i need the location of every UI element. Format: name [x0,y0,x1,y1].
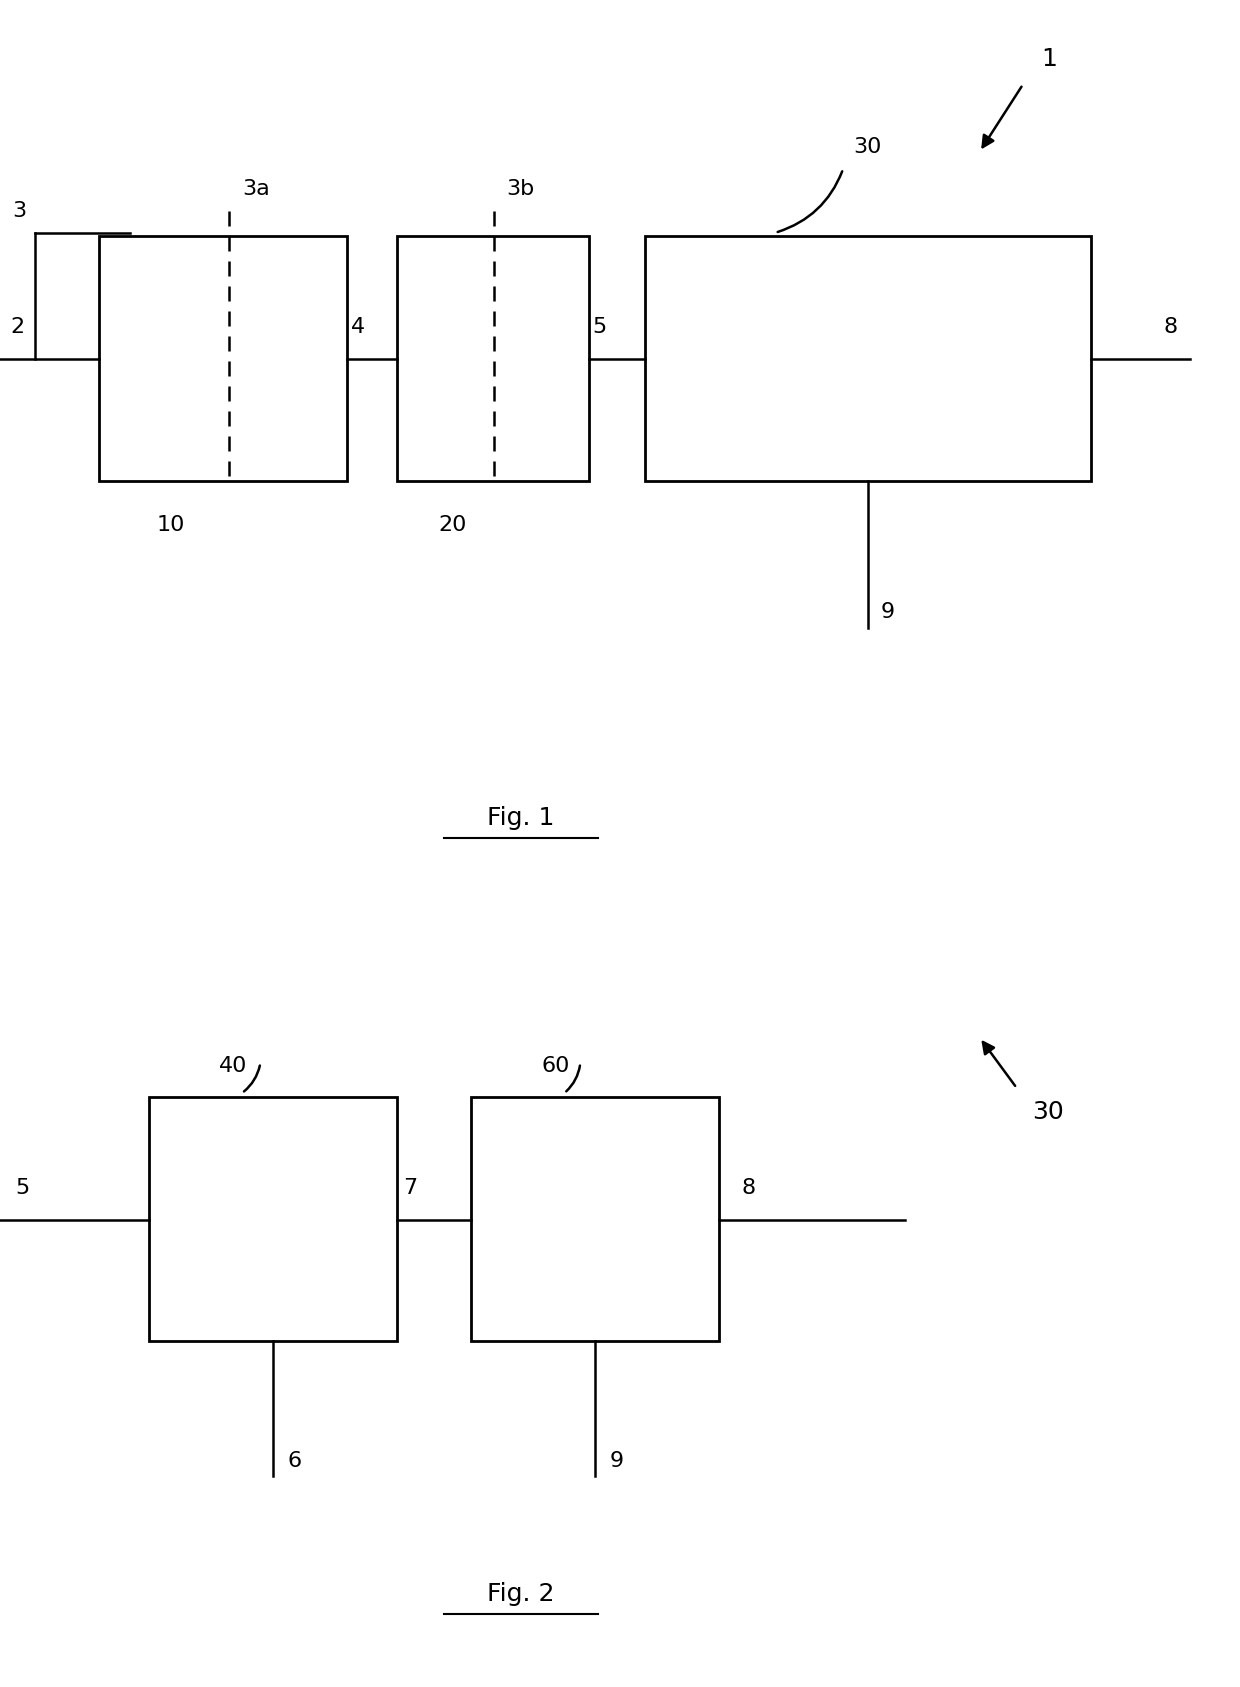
Bar [397,236,589,481]
Text: 8: 8 [1163,317,1177,337]
Text: 9: 9 [610,1451,624,1471]
Text: 5: 5 [593,317,606,337]
Text: Fig. 2: Fig. 2 [487,1582,554,1606]
Text: 4: 4 [351,317,365,337]
Text: 8: 8 [742,1178,755,1198]
Text: 2: 2 [10,317,24,337]
Text: 3a: 3a [242,179,269,199]
Text: 1: 1 [1042,47,1058,71]
Text: 10: 10 [157,515,185,535]
Text: 3: 3 [12,201,26,221]
Text: 20: 20 [439,515,466,535]
Bar [149,1097,397,1341]
Text: 60: 60 [542,1056,569,1076]
Text: 6: 6 [288,1451,301,1471]
Text: 30: 30 [853,137,882,157]
Text: 7: 7 [403,1178,417,1198]
Bar [471,1097,719,1341]
Bar [645,236,1091,481]
Text: 9: 9 [880,602,894,623]
Bar [99,236,347,481]
Text: 30: 30 [1032,1100,1064,1124]
Text: Fig. 1: Fig. 1 [487,806,554,830]
Text: 3b: 3b [506,179,534,199]
Text: 40: 40 [219,1056,247,1076]
Text: 5: 5 [15,1178,29,1198]
